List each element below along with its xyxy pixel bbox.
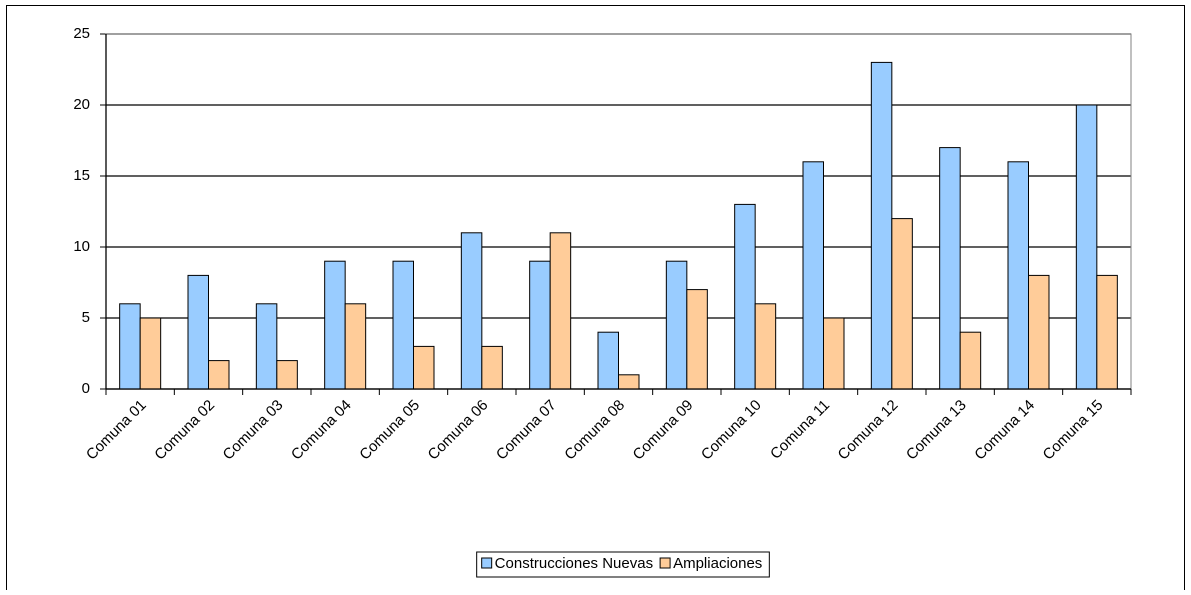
legend-label: Construcciones Nuevas [495, 555, 653, 572]
bar [754, 303, 777, 390]
bar [413, 345, 435, 390]
bar [1075, 104, 1098, 390]
bar [187, 274, 209, 390]
bar [460, 232, 483, 390]
bar [891, 218, 913, 390]
bar [734, 203, 756, 390]
bar [139, 317, 162, 390]
y-tick-label: 5 [82, 309, 90, 326]
bar [481, 345, 503, 390]
bar [529, 260, 551, 390]
bar [119, 303, 141, 390]
y-tick-label: 10 [73, 238, 90, 255]
bar [392, 260, 414, 390]
y-tick-label: 0 [82, 380, 90, 397]
bar [255, 303, 278, 390]
bar [618, 374, 640, 390]
bar [1096, 274, 1118, 390]
bar [686, 289, 708, 390]
bar [208, 360, 230, 390]
y-tick-label: 25 [73, 25, 90, 42]
legend-swatch [481, 557, 493, 569]
legend: Construcciones Nuevas Ampliaciones [476, 551, 770, 578]
bar [802, 161, 824, 390]
y-tick-label: 20 [73, 96, 90, 113]
bar [324, 260, 346, 390]
bar [959, 331, 982, 390]
bar [1007, 161, 1029, 390]
legend-box [476, 551, 770, 578]
legend-swatch [659, 557, 671, 569]
bar [597, 331, 619, 390]
bar [549, 232, 572, 390]
bar [665, 260, 688, 390]
bar [823, 317, 845, 390]
legend-label: Ampliaciones [673, 555, 762, 572]
bar [276, 360, 298, 390]
bar [870, 61, 893, 390]
bar [1028, 274, 1050, 390]
y-tick-label: 15 [73, 167, 90, 184]
bar [939, 147, 961, 390]
bar [344, 303, 367, 390]
